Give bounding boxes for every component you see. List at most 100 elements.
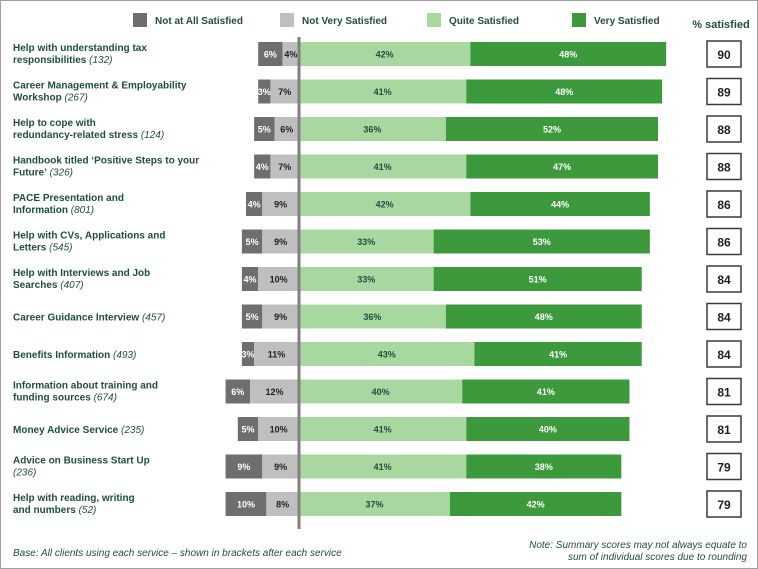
row-7-value-not-at-all: 4% — [244, 275, 257, 285]
row-6-bar-not-at-all — [241, 229, 263, 254]
legend-label-2: Not Very Satisfied — [302, 16, 387, 27]
row-12-bar-quite — [299, 454, 467, 479]
row-7-label-line-2: Searches (407) — [13, 280, 84, 291]
row-5-value-very: 44% — [551, 200, 569, 210]
row-8-value-quite: 36% — [363, 312, 381, 322]
row-13-label-line-1: Help with reading, writing — [13, 493, 135, 504]
row-4-value-quite: 41% — [374, 162, 392, 172]
row-8-value-not-at-all: 5% — [246, 312, 259, 322]
row-5-value-not-very: 9% — [274, 200, 287, 210]
row-2-bar-quite — [299, 79, 467, 104]
row-2-value-not-at-all: 3% — [258, 87, 271, 97]
legend-swatch-2 — [280, 13, 294, 27]
row-5-bar-not-very — [262, 192, 299, 216]
row-6-value-quite: 33% — [357, 237, 375, 247]
row-11-value-not-very: 10% — [270, 425, 288, 435]
row-4-summary-box — [706, 152, 742, 181]
row-2-label-line-1: Career Management & Employability — [13, 81, 187, 92]
row-9-base-n: (493) — [110, 350, 136, 361]
row-12-bar-very — [466, 454, 622, 479]
legend-swatch-1 — [133, 13, 147, 27]
legend-label-4: Very Satisfied — [594, 16, 660, 27]
row-4-bar-very — [466, 154, 659, 179]
row-1-base-n: (132) — [86, 55, 112, 66]
row-4-value-not-very: 7% — [278, 162, 291, 172]
row-8-value-not-very: 9% — [274, 312, 287, 322]
row-9-label-line-1: Benefits Information (493) — [13, 350, 136, 361]
row-11-base-n: (235) — [118, 425, 144, 436]
row-7-bar-not-at-all — [241, 267, 259, 291]
row-8-base-n: (457) — [139, 313, 165, 324]
row-4-bar-not-at-all — [254, 154, 271, 179]
row-3-value-very: 52% — [543, 125, 561, 135]
row-4-value-very: 47% — [553, 162, 571, 172]
row-6-bar-quite — [299, 229, 434, 254]
row-9-bar-very — [474, 342, 642, 366]
row-4-summary-value: 88 — [717, 161, 731, 175]
row-8-bar-very — [445, 304, 642, 329]
row-6-summary-box — [706, 227, 742, 256]
row-1-bar-not-very — [282, 42, 299, 66]
row-10-value-quite: 40% — [372, 387, 390, 397]
row-9-value-not-at-all: 3% — [241, 350, 254, 360]
row-5-summary-value: 86 — [717, 198, 731, 212]
row-3-bar-not-very — [274, 117, 299, 141]
row-10-summary-box — [706, 377, 742, 406]
row-6-bar-very — [433, 229, 650, 254]
row-4-bar-not-very — [270, 154, 299, 179]
row-8-bar-quite — [299, 304, 446, 329]
row-4-value-not-at-all: 4% — [256, 162, 269, 172]
row-10-bar-quite — [299, 379, 463, 404]
row-7-bar-quite — [299, 267, 434, 291]
row-1-value-not-at-all: 6% — [264, 50, 277, 60]
footnote-base: Base: All clients using each service – s… — [13, 548, 342, 559]
row-11-value-not-at-all: 5% — [241, 425, 254, 435]
row-13-bar-very — [449, 492, 622, 516]
row-12-base-n: (236) — [13, 468, 36, 479]
row-3-value-not-at-all: 5% — [258, 125, 271, 135]
row-7-label-line-1: Help with Interviews and Job — [13, 268, 150, 279]
row-3-value-not-very: 6% — [280, 125, 293, 135]
row-2-base-n: (267) — [62, 93, 88, 104]
row-5-label-line-1: PACE Presentation and — [13, 193, 124, 204]
row-1-bar-very — [470, 42, 667, 66]
legend-label-3: Quite Satisfied — [449, 16, 519, 27]
row-12-value-not-very: 9% — [274, 462, 287, 472]
footnote-note-line-2: sum of individual scores due to rounding — [568, 552, 747, 563]
row-9-value-quite: 43% — [378, 350, 396, 360]
row-9-summary-value: 84 — [717, 348, 731, 362]
row-7-bar-not-very — [258, 267, 299, 291]
row-6-bar-not-very — [262, 229, 299, 254]
row-3-value-quite: 36% — [363, 125, 381, 135]
row-6-label-line-1: Help with CVs, Applications and — [13, 231, 165, 242]
row-2-bar-not-at-all — [258, 79, 271, 104]
row-5-base-n: (801) — [68, 205, 94, 216]
row-1-label-line-1: Help with understanding tax — [13, 43, 147, 54]
row-11-summary-value: 81 — [717, 423, 731, 437]
row-13-bar-quite — [299, 492, 450, 516]
row-6-base-n: (545) — [46, 243, 72, 254]
row-1-bar-quite — [299, 42, 471, 66]
legend-label-1: Not at All Satisfied — [155, 16, 243, 27]
row-12-value-very: 38% — [535, 462, 553, 472]
row-9-bar-not-very — [254, 342, 299, 366]
row-5-bar-very — [470, 192, 650, 216]
row-10-bar-not-very — [250, 379, 299, 404]
row-7-value-not-very: 10% — [270, 275, 288, 285]
row-2-summary-value: 89 — [717, 86, 731, 100]
row-10-label-line-2: funding sources (674) — [13, 393, 117, 404]
row-5-value-not-at-all: 4% — [248, 200, 261, 210]
row-12-value-quite: 41% — [374, 462, 392, 472]
row-13-value-not-at-all: 10% — [237, 500, 255, 510]
row-1-summary-box — [706, 40, 742, 68]
row-10-bar-not-at-all — [225, 379, 251, 404]
row-11-value-quite: 41% — [374, 425, 392, 435]
row-9-value-very: 41% — [549, 350, 567, 360]
row-5-bar-quite — [299, 192, 471, 216]
row-5-label-line-2: Information (801) — [13, 205, 94, 216]
row-7-summary-box — [706, 265, 742, 293]
row-6-summary-value: 86 — [717, 236, 731, 250]
row-1-value-not-very: 4% — [284, 50, 297, 60]
